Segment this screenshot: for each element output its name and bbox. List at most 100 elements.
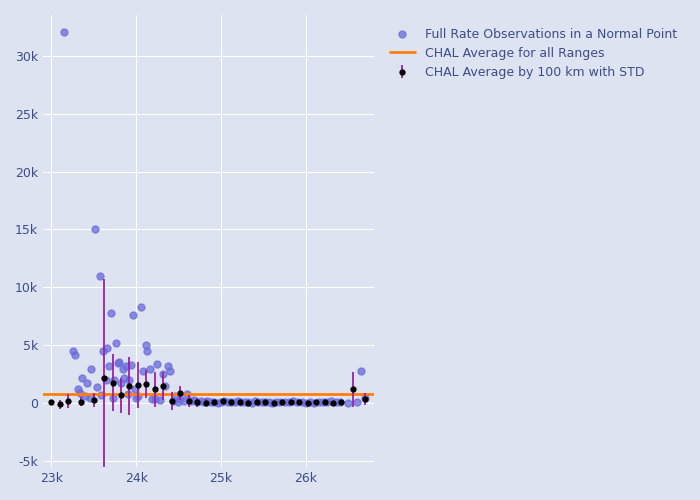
Full Rate Observations in a Normal Point <box>124 376 135 384</box>
Full Rate Observations in a Normal Point <box>157 370 168 378</box>
Full Rate Observations in a Normal Point <box>222 398 233 406</box>
Full Rate Observations in a Normal Point <box>343 399 354 407</box>
Full Rate Observations in a Normal Point <box>351 398 363 406</box>
Full Rate Observations in a Normal Point <box>260 398 271 406</box>
Full Rate Observations in a Normal Point <box>67 347 78 355</box>
Full Rate Observations in a Normal Point <box>152 360 163 368</box>
Full Rate Observations in a Normal Point <box>149 394 160 402</box>
Full Rate Observations in a Normal Point <box>169 392 181 400</box>
Full Rate Observations in a Normal Point <box>326 397 337 405</box>
Full Rate Observations in a Normal Point <box>102 344 113 351</box>
Full Rate Observations in a Normal Point <box>284 398 295 406</box>
Full Rate Observations in a Normal Point <box>313 398 324 406</box>
Full Rate Observations in a Normal Point <box>117 364 128 372</box>
Full Rate Observations in a Normal Point <box>192 398 203 406</box>
Full Rate Observations in a Normal Point <box>120 362 132 370</box>
Full Rate Observations in a Normal Point <box>175 394 186 402</box>
Full Rate Observations in a Normal Point <box>246 399 257 407</box>
Full Rate Observations in a Normal Point <box>212 399 223 407</box>
Full Rate Observations in a Normal Point <box>181 390 193 398</box>
Full Rate Observations in a Normal Point <box>127 312 139 320</box>
Full Rate Observations in a Normal Point <box>116 378 127 386</box>
Full Rate Observations in a Normal Point <box>296 398 307 406</box>
Full Rate Observations in a Normal Point <box>81 378 92 386</box>
Full Rate Observations in a Normal Point <box>304 398 316 406</box>
Full Rate Observations in a Normal Point <box>334 398 345 406</box>
Full Rate Observations in a Normal Point <box>107 394 118 402</box>
Full Rate Observations in a Normal Point <box>266 399 277 407</box>
Full Rate Observations in a Normal Point <box>188 396 199 404</box>
Full Rate Observations in a Normal Point <box>147 394 158 402</box>
Full Rate Observations in a Normal Point <box>89 226 100 234</box>
Full Rate Observations in a Normal Point <box>69 350 80 358</box>
Full Rate Observations in a Normal Point <box>132 392 144 400</box>
Full Rate Observations in a Normal Point <box>84 394 95 402</box>
Full Rate Observations in a Normal Point <box>144 364 155 372</box>
Full Rate Observations in a Normal Point <box>356 367 367 375</box>
Full Rate Observations in a Normal Point <box>85 364 97 372</box>
Full Rate Observations in a Normal Point <box>129 386 140 394</box>
Full Rate Observations in a Normal Point <box>253 398 264 406</box>
Full Rate Observations in a Normal Point <box>195 397 206 405</box>
Full Rate Observations in a Normal Point <box>330 398 341 406</box>
Full Rate Observations in a Normal Point <box>111 339 122 347</box>
Full Rate Observations in a Normal Point <box>178 397 190 405</box>
Full Rate Observations in a Normal Point <box>172 398 183 406</box>
Full Rate Observations in a Normal Point <box>209 398 220 406</box>
Full Rate Observations in a Normal Point <box>72 386 83 394</box>
Full Rate Observations in a Normal Point <box>59 28 70 36</box>
Full Rate Observations in a Normal Point <box>275 398 286 406</box>
Full Rate Observations in a Normal Point <box>239 398 251 406</box>
Full Rate Observations in a Normal Point <box>216 398 227 406</box>
Full Rate Observations in a Normal Point <box>185 397 196 405</box>
Full Rate Observations in a Normal Point <box>137 367 148 375</box>
Full Rate Observations in a Normal Point <box>199 398 210 406</box>
Full Rate Observations in a Normal Point <box>263 398 274 406</box>
Full Rate Observations in a Normal Point <box>113 358 125 366</box>
Full Rate Observations in a Normal Point <box>219 397 230 405</box>
Legend: Full Rate Observations in a Normal Point, CHAL Average for all Ranges, CHAL Aver: Full Rate Observations in a Normal Point… <box>384 21 683 85</box>
Full Rate Observations in a Normal Point <box>119 374 130 382</box>
Full Rate Observations in a Normal Point <box>79 392 90 400</box>
Full Rate Observations in a Normal Point <box>76 374 88 382</box>
Full Rate Observations in a Normal Point <box>321 398 332 406</box>
Full Rate Observations in a Normal Point <box>162 362 173 370</box>
Full Rate Observations in a Normal Point <box>97 347 108 355</box>
Full Rate Observations in a Normal Point <box>167 397 178 405</box>
Full Rate Observations in a Normal Point <box>232 397 244 405</box>
Full Rate Observations in a Normal Point <box>135 303 146 311</box>
Full Rate Observations in a Normal Point <box>105 309 116 317</box>
Full Rate Observations in a Normal Point <box>104 362 115 370</box>
Full Rate Observations in a Normal Point <box>236 398 247 406</box>
Full Rate Observations in a Normal Point <box>229 398 240 406</box>
Full Rate Observations in a Normal Point <box>131 394 142 402</box>
Full Rate Observations in a Normal Point <box>243 398 254 406</box>
Full Rate Observations in a Normal Point <box>75 389 86 397</box>
Full Rate Observations in a Normal Point <box>279 398 290 406</box>
Full Rate Observations in a Normal Point <box>108 376 120 384</box>
Full Rate Observations in a Normal Point <box>122 390 134 398</box>
Full Rate Observations in a Normal Point <box>205 398 216 406</box>
Full Rate Observations in a Normal Point <box>96 392 107 400</box>
Full Rate Observations in a Normal Point <box>360 394 371 402</box>
Full Rate Observations in a Normal Point <box>271 398 282 406</box>
Full Rate Observations in a Normal Point <box>100 376 111 384</box>
Full Rate Observations in a Normal Point <box>141 347 153 355</box>
Full Rate Observations in a Normal Point <box>164 367 176 375</box>
Full Rate Observations in a Normal Point <box>125 361 136 369</box>
Full Rate Observations in a Normal Point <box>94 272 106 280</box>
Full Rate Observations in a Normal Point <box>256 398 267 406</box>
Full Rate Observations in a Normal Point <box>288 397 299 405</box>
Full Rate Observations in a Normal Point <box>155 396 166 404</box>
Full Rate Observations in a Normal Point <box>249 397 260 405</box>
Full Rate Observations in a Normal Point <box>140 342 151 349</box>
Full Rate Observations in a Normal Point <box>317 398 328 406</box>
Full Rate Observations in a Normal Point <box>92 383 103 391</box>
Full Rate Observations in a Normal Point <box>160 382 171 390</box>
Full Rate Observations in a Normal Point <box>202 397 213 405</box>
Full Rate Observations in a Normal Point <box>225 398 237 406</box>
Full Rate Observations in a Normal Point <box>309 399 320 407</box>
Full Rate Observations in a Normal Point <box>300 399 312 407</box>
Full Rate Observations in a Normal Point <box>292 398 303 406</box>
Full Rate Observations in a Normal Point <box>112 359 123 367</box>
